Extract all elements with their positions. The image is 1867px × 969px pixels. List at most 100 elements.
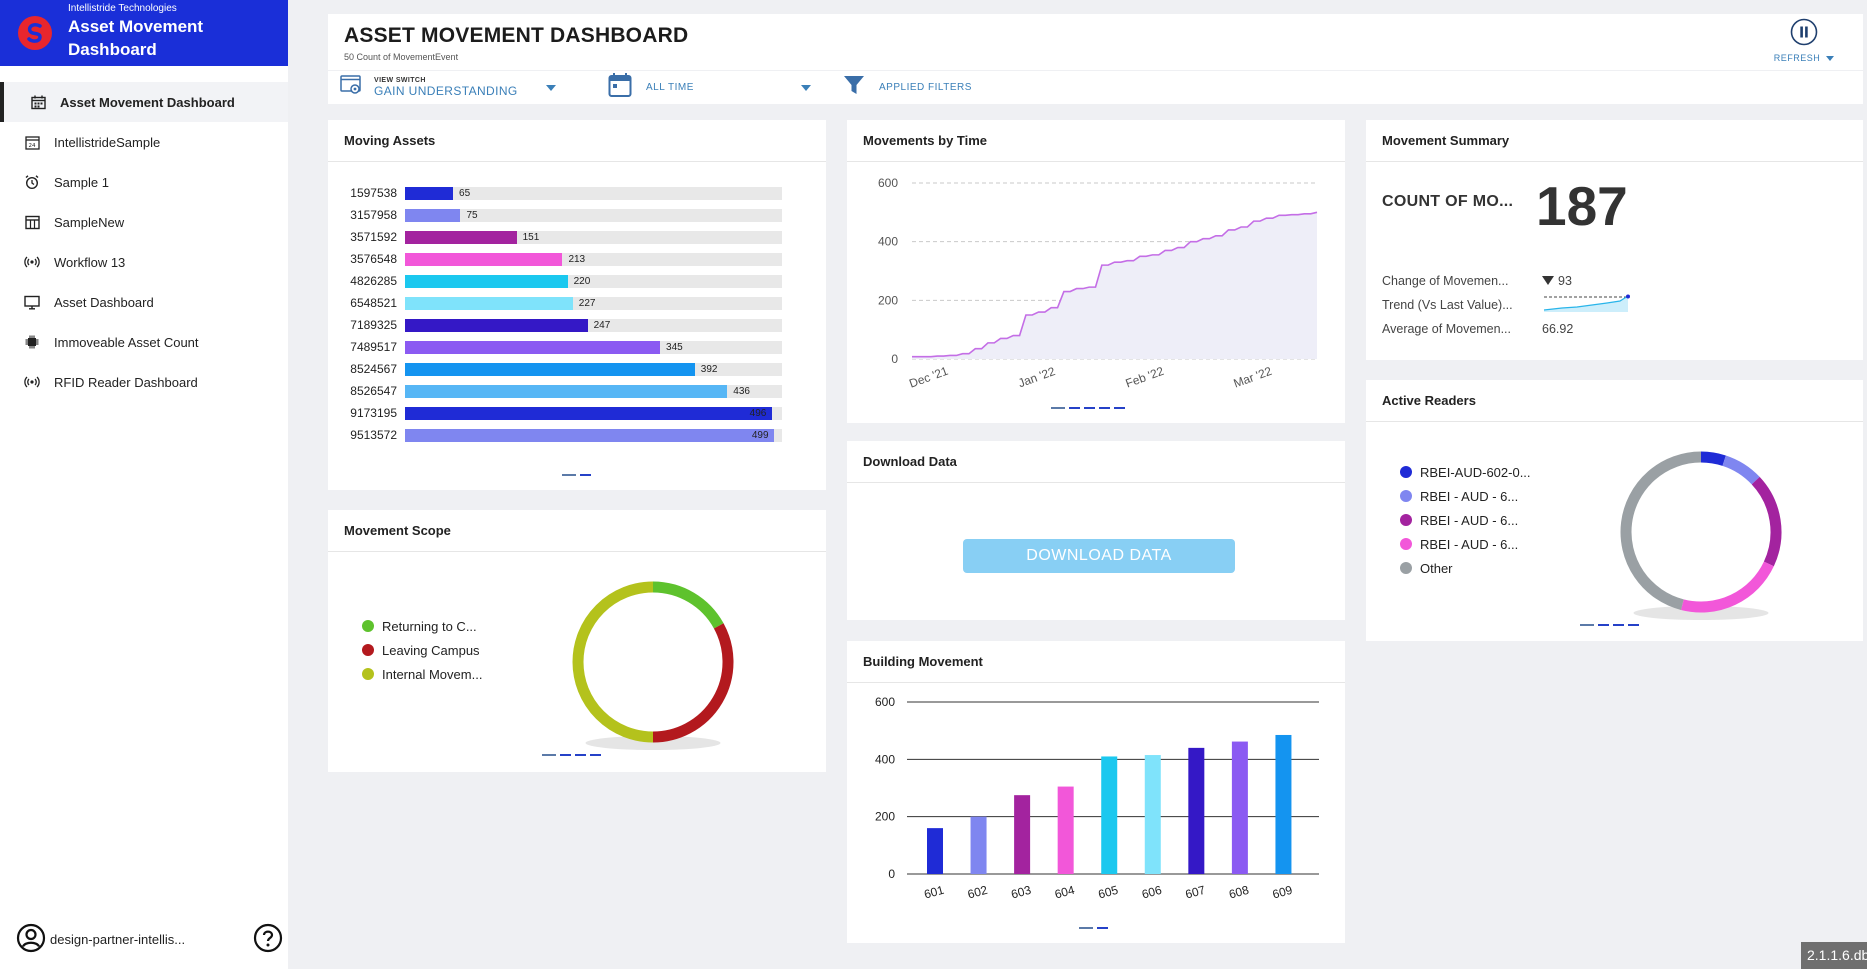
applied-filters-button[interactable]: APPLIED FILTERS	[843, 71, 972, 104]
sidebar-item-label: IntellistrideSample	[54, 134, 161, 150]
building-movement-chart: 0 200 400 600 601 602 603 604 605 606 607 608 609	[875, 695, 1319, 902]
donut-slice[interactable]	[1620, 451, 1702, 610]
x-tick-label: Mar '22	[1232, 364, 1274, 391]
bar-label: 3571592	[350, 230, 397, 244]
y-tick-label: 0	[888, 867, 895, 881]
bar[interactable]	[1014, 795, 1031, 874]
broadcast-icon	[24, 374, 40, 390]
series-line[interactable]	[912, 211, 1318, 358]
sidebar-item-asset-dashboard[interactable]: Asset Dashboard	[0, 282, 288, 322]
view-switch-dropdown[interactable]: VIEW SWITCH GAIN UNDERSTANDING	[340, 71, 556, 104]
sidebar-item-intellistride-sample[interactable]: 24 IntellistrideSample	[0, 122, 288, 162]
legend-item[interactable]: RBEI-AUD-602-0...	[1400, 460, 1531, 484]
download-data-button[interactable]: DOWNLOAD DATA	[963, 539, 1235, 573]
bar-label: 3157958	[350, 208, 397, 222]
legend-dot	[362, 668, 374, 680]
sidebar-item-sample-1[interactable]: Sample 1	[0, 162, 288, 202]
bar[interactable]	[1188, 747, 1205, 874]
bar[interactable]	[405, 318, 588, 332]
legend-item[interactable]: Internal Movem...	[362, 662, 482, 686]
bar[interactable]	[405, 406, 772, 420]
filter-bar: VIEW SWITCH GAIN UNDERSTANDING ALL TIME …	[328, 71, 1863, 104]
bar[interactable]	[1144, 755, 1161, 874]
legend-item[interactable]: Other	[1400, 556, 1531, 580]
legend-label: RBEI - AUD - 6...	[1420, 512, 1519, 528]
bar[interactable]	[1231, 741, 1248, 874]
brand-app-title: Asset Movement Dashboard	[68, 15, 203, 61]
pagination-dots[interactable]	[562, 474, 591, 476]
donut-slice[interactable]	[1700, 451, 1726, 466]
calendar-icon: 24	[24, 134, 40, 150]
moving-assets-card: Moving Assets 1597538 65 3157958 75 3571592 1…	[328, 120, 826, 490]
bar[interactable]	[405, 340, 661, 354]
brand-header: Intellistride Technologies Asset Movemen…	[0, 0, 288, 66]
card-title: Movement Scope	[328, 510, 826, 552]
bar[interactable]	[405, 252, 563, 266]
bar[interactable]	[405, 230, 517, 244]
download-data-card: Download Data DOWNLOAD DATA	[847, 441, 1345, 620]
donut-slice[interactable]	[1751, 476, 1782, 567]
pagination-dots[interactable]	[542, 754, 601, 756]
y-tick-label: 600	[878, 176, 898, 190]
time-range-dropdown[interactable]: ALL TIME	[608, 71, 811, 104]
user-avatar-icon[interactable]	[16, 923, 46, 956]
legend-item[interactable]: RBEI - AUD - 6...	[1400, 532, 1531, 556]
legend-dot	[1400, 562, 1412, 574]
legend-item[interactable]: RBEI - AUD - 6...	[1400, 508, 1531, 532]
sidebar-item-asset-movement-dashboard[interactable]: Asset Movement Dashboard	[0, 82, 288, 122]
donut-shadow	[585, 736, 721, 750]
user-name[interactable]: design-partner-intellis...	[50, 931, 186, 947]
bar-track: 436	[405, 384, 782, 398]
pagination-dots[interactable]	[1580, 624, 1639, 626]
active-readers-donut	[1620, 451, 1782, 620]
bar-value-label: 151	[522, 231, 540, 243]
bar[interactable]	[970, 816, 987, 874]
legend-item[interactable]: Leaving Campus	[362, 638, 482, 662]
sidebar-item-workflow-13[interactable]: Workflow 13	[0, 242, 288, 282]
card-title: Moving Assets	[328, 120, 826, 162]
donut-slice[interactable]	[652, 581, 724, 629]
y-tick-label: 600	[875, 695, 895, 709]
y-tick-label: 200	[875, 810, 895, 824]
question-icon[interactable]	[253, 923, 283, 956]
bar[interactable]	[927, 828, 943, 874]
bar[interactable]	[1057, 786, 1074, 874]
bar[interactable]	[1275, 734, 1292, 874]
sidebar-item-rfid-reader-dashboard[interactable]: RFID Reader Dashboard	[0, 362, 288, 402]
bar[interactable]	[405, 428, 774, 442]
card-title: Active Readers	[1366, 380, 1863, 422]
bar[interactable]	[405, 186, 454, 200]
bar-label: 7189325	[350, 318, 397, 332]
bar[interactable]	[405, 274, 568, 288]
x-tick-label: 605	[1097, 883, 1120, 902]
bar[interactable]	[405, 296, 573, 310]
monitor-icon	[24, 294, 40, 310]
bar[interactable]	[405, 362, 695, 376]
donut-slice[interactable]	[1680, 561, 1774, 613]
active-readers-legend: RBEI-AUD-602-0... RBEI - AUD - 6... RBEI -…	[1400, 460, 1531, 580]
refresh-button[interactable]: REFRESH	[1769, 18, 1839, 63]
bar[interactable]	[405, 208, 461, 222]
x-tick-label: Feb '22	[1124, 364, 1166, 391]
active-readers-card: Active Readers RBEI-AUD-602-0... RBEI - A…	[1366, 380, 1863, 641]
pagination-dots[interactable]	[1051, 407, 1125, 409]
sidebar-nav: Asset Movement Dashboard 24 Intellistrid…	[0, 82, 288, 402]
sidebar-item-samplenew[interactable]: SampleNew	[0, 202, 288, 242]
bar[interactable]	[405, 384, 728, 398]
time-range-value: ALL TIME	[646, 82, 694, 93]
moving-asset-row: 6548521 227	[328, 296, 782, 310]
bar-track: 220	[405, 274, 782, 288]
calendar-icon	[608, 72, 632, 103]
donut-slice[interactable]	[1722, 455, 1760, 485]
donut-slice[interactable]	[652, 623, 734, 743]
bar-track: 499	[405, 428, 782, 442]
bar-value-label: 247	[593, 319, 611, 331]
donut-inner-ring	[584, 593, 722, 731]
movement-scope-legend: Returning to C... Leaving Campus Internal …	[362, 614, 482, 686]
legend-item[interactable]: Returning to C...	[362, 614, 482, 638]
bar[interactable]	[1101, 756, 1118, 874]
donut-slice[interactable]	[572, 581, 654, 743]
legend-item[interactable]: RBEI - AUD - 6...	[1400, 484, 1531, 508]
pagination-dots[interactable]	[1079, 927, 1108, 929]
sidebar-item-immoveable-asset-count[interactable]: Immoveable Asset Count	[0, 322, 288, 362]
